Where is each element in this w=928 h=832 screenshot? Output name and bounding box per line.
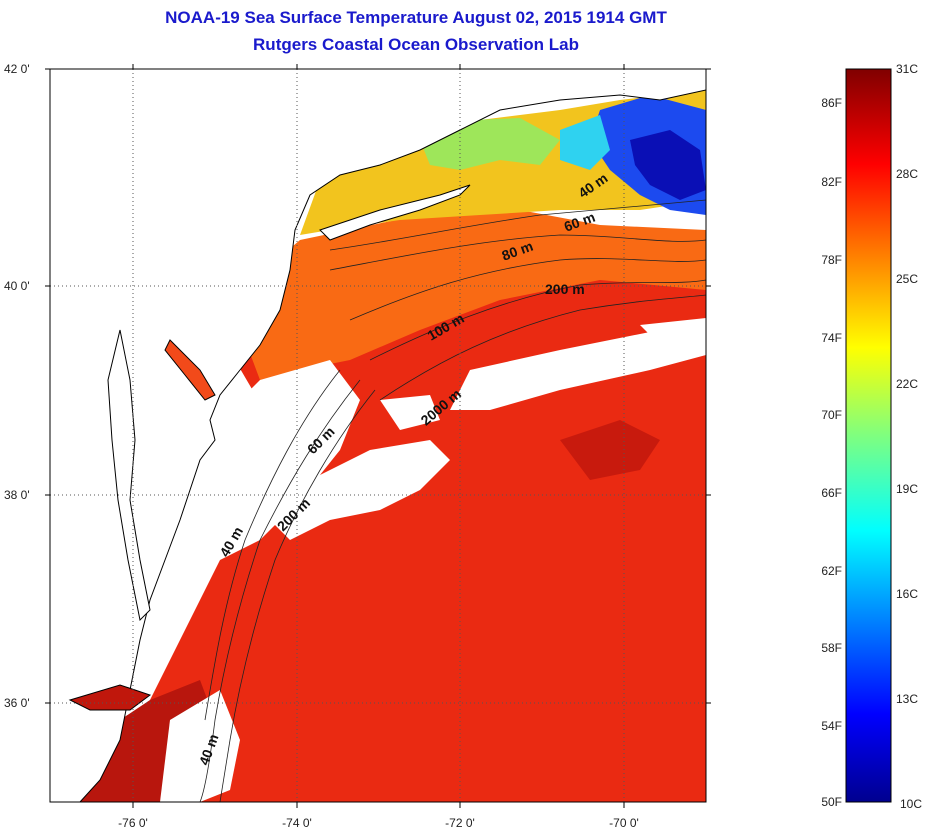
cb-f-78: 78F bbox=[821, 253, 842, 267]
sst-cyan bbox=[560, 115, 610, 170]
land-mainland bbox=[50, 69, 706, 802]
cloud-4 bbox=[380, 395, 440, 430]
lat-label-36: 36 0' bbox=[4, 696, 30, 710]
cb-f-74: 74F bbox=[821, 331, 842, 345]
sst-shelf-orange bbox=[230, 210, 706, 380]
cb-f-86: 86F bbox=[821, 96, 842, 110]
cb-c-25: 25C bbox=[896, 272, 918, 286]
lon-label-76: -76 0' bbox=[118, 816, 148, 830]
cb-f-66: 66F bbox=[821, 486, 842, 500]
map-title: NOAA-19 Sea Surface Temperature August 0… bbox=[165, 8, 667, 27]
cloud-2 bbox=[270, 440, 450, 540]
map-border bbox=[49, 68, 707, 803]
sst-cold-core bbox=[630, 130, 706, 200]
cb-f-62: 62F bbox=[821, 564, 842, 578]
cb-f-70: 70F bbox=[821, 408, 842, 422]
cb-f-58: 58F bbox=[821, 641, 842, 655]
colorbar bbox=[845, 68, 892, 803]
lat-label-42: 42 0' bbox=[4, 62, 30, 76]
cb-f-82: 82F bbox=[821, 175, 842, 189]
lat-label-40: 40 0' bbox=[4, 279, 30, 293]
sst-field bbox=[50, 69, 706, 802]
cb-c-10: 10C bbox=[900, 797, 922, 811]
long-island bbox=[319, 184, 471, 241]
chesapeake-bay bbox=[107, 329, 151, 622]
lon-label-70: -70 0' bbox=[609, 816, 639, 830]
cb-f-50: 50F bbox=[821, 795, 842, 809]
cb-c-16: 16C bbox=[896, 587, 918, 601]
cb-c-13: 13C bbox=[896, 692, 918, 706]
delaware-bay bbox=[164, 339, 216, 401]
tick-marks bbox=[45, 64, 711, 808]
bathymetry-contours bbox=[199, 199, 706, 802]
cb-c-19: 19C bbox=[896, 482, 918, 496]
pamlico-sound bbox=[68, 684, 152, 711]
graticule bbox=[50, 69, 706, 802]
cloud-1 bbox=[180, 360, 360, 580]
cb-c-28: 28C bbox=[896, 167, 918, 181]
cloud-3 bbox=[450, 330, 706, 410]
cloud-5 bbox=[160, 690, 240, 802]
cb-f-54: 54F bbox=[821, 719, 842, 733]
sst-dark-red-2 bbox=[560, 420, 660, 480]
cb-c-22: 22C bbox=[896, 377, 918, 391]
lon-label-74: -74 0' bbox=[282, 816, 312, 830]
lon-label-72: -72 0' bbox=[445, 816, 475, 830]
lat-label-38: 38 0' bbox=[4, 488, 30, 502]
cb-c-31: 31C bbox=[896, 62, 918, 76]
depth-label-200m-north: 200 m bbox=[545, 281, 585, 297]
cloud-6 bbox=[640, 318, 706, 335]
map-subtitle: Rutgers Coastal Ocean Observation Lab bbox=[253, 35, 579, 54]
